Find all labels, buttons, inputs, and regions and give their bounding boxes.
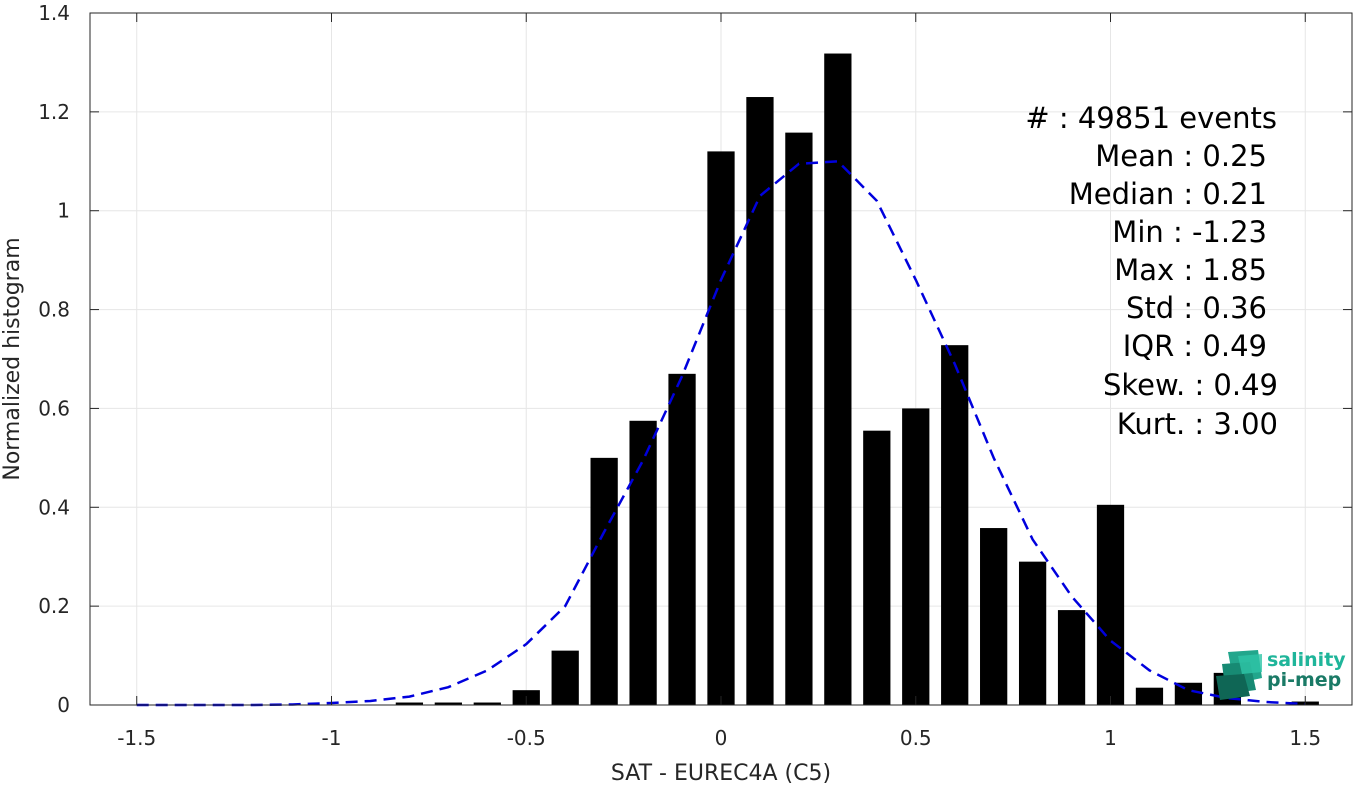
x-tick-label: -1.5 [117,726,156,750]
y-tick-label: 0.8 [38,298,70,322]
y-tick-label: 0.2 [38,594,70,618]
stat-max: Max : 1.85 [1114,253,1267,287]
histogram-bar [590,457,618,705]
y-tick-label: 1.4 [38,1,70,25]
logo-text-salinity: salinity [1267,649,1346,671]
histogram-bar [1135,687,1164,705]
histogram-bar [395,702,424,705]
stats-box: # : 49851 events Mean : 0.25 Median : 0.… [1025,101,1278,441]
histogram-bar [863,430,891,705]
stat-mean: Mean : 0.25 [1095,139,1267,173]
x-tick-label: 0.5 [900,726,932,750]
histogram-bar [1018,561,1047,705]
stat-std: Std : 0.36 [1126,291,1267,325]
histogram-bar [1096,504,1125,705]
salinity-pi-mep-logo: salinity pi-mep [1216,649,1346,700]
y-tick-label: 0 [57,693,70,717]
histogram-bar [1057,610,1086,705]
x-tick-label: -0.5 [507,726,546,750]
y-tick-label: 0.4 [38,495,70,519]
stat-count: # : 49851 events [1025,101,1277,135]
stat-kurt: Kurt. : 3.00 [1117,407,1278,441]
histogram-bar [707,151,735,705]
y-tick-label: 0.6 [38,396,70,420]
histogram-bar [824,53,852,705]
tick-marks [90,12,1352,706]
x-tick-label: 0 [715,726,728,750]
stat-median: Median : 0.21 [1069,177,1267,211]
y-tick-label: 1 [57,199,70,223]
histogram-bar [1174,682,1203,705]
histogram-bar [980,528,1008,705]
stat-min: Min : -1.23 [1112,215,1267,249]
y-tick-label: 1.2 [38,100,70,124]
histogram-bar [629,420,657,705]
histogram-bar [473,702,501,705]
histogram-bar [746,97,774,706]
y-axis-title: Normalized histogram [0,237,25,480]
stat-skew: Skew. : 0.49 [1103,368,1278,402]
x-tick-label: -1 [322,726,342,750]
histogram-bar [551,650,579,705]
histogram-bar [902,408,930,705]
histogram-bar [434,702,462,705]
stat-iqr: IQR : 0.49 [1123,329,1267,363]
x-tick-label: 1 [1104,726,1117,750]
logo-text-pi-mep: pi-mep [1267,669,1341,691]
logo-mark-icon [1216,650,1262,700]
x-axis-title: SAT - EUREC4A (C5) [611,761,831,785]
x-tick-label: 1.5 [1289,726,1321,750]
histogram-bar [941,345,969,705]
histogram-bar [668,373,696,705]
histogram-bar [785,132,813,706]
x-tick-labels: -1.5 -1 -0.5 0 0.5 1 1.5 [117,726,1321,750]
y-tick-labels: 0 0.2 0.4 0.6 0.8 1 1.2 1.4 [38,1,70,717]
